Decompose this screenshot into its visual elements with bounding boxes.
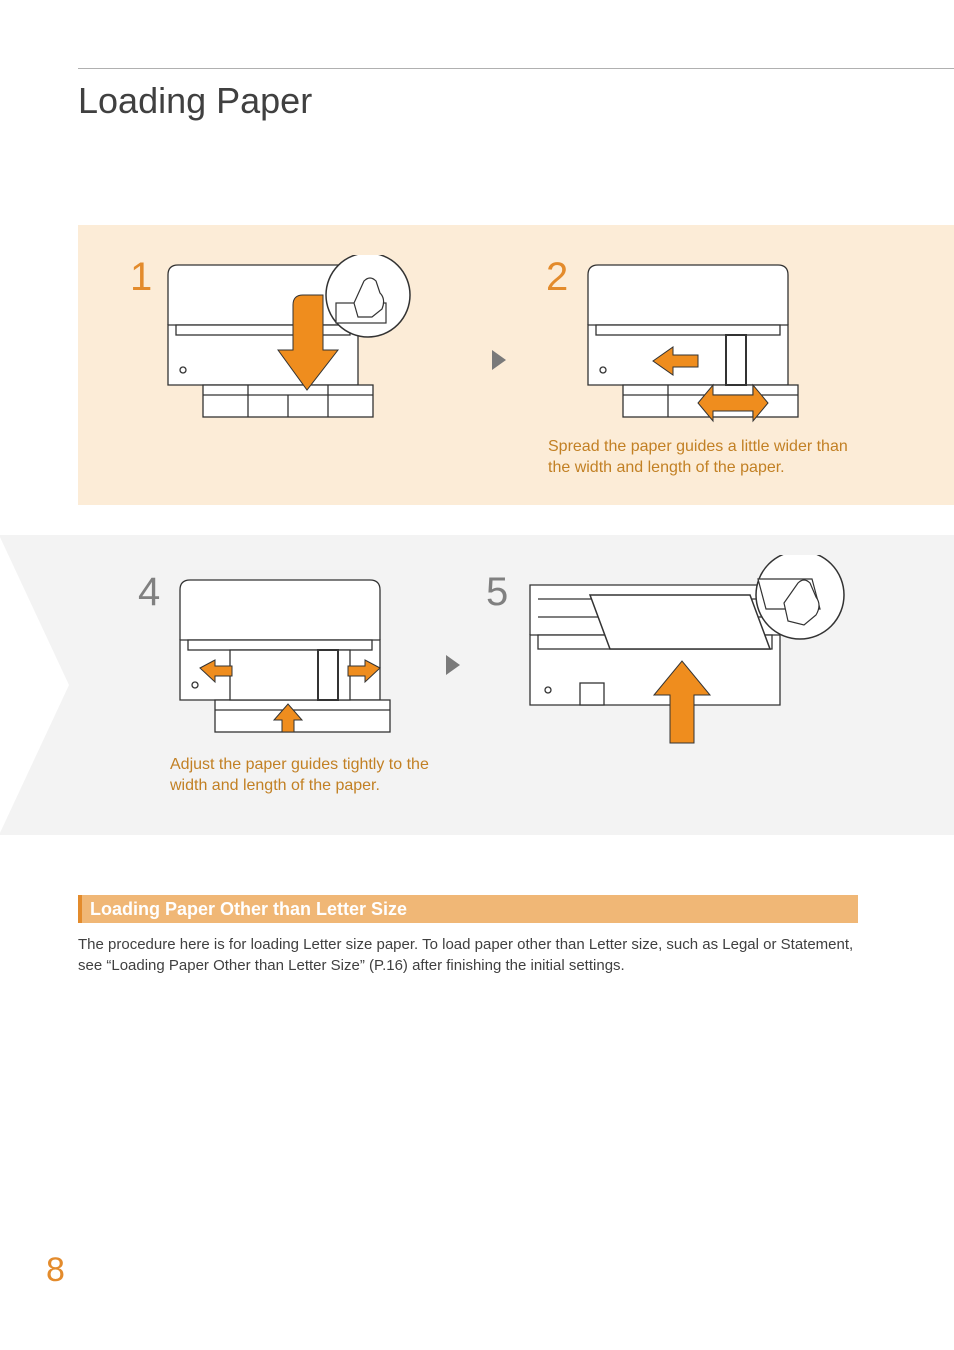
step-number-1: 1: [130, 255, 152, 300]
step-4-caption: Adjust the paper guides tightly to the w…: [170, 755, 450, 797]
page-number: 8: [46, 1251, 65, 1290]
top-rule: [78, 68, 954, 69]
step-1-illustration: [158, 255, 418, 435]
subsection-heading-bar: Loading Paper Other than Letter Size: [78, 895, 858, 923]
next-arrow-icon: [492, 350, 506, 370]
panel-steps-1-2: 1 2: [78, 225, 954, 505]
step-number-5: 5: [486, 570, 508, 615]
subsection-body: The procedure here is for loading Letter…: [78, 934, 858, 976]
next-arrow-icon-2: [446, 655, 460, 675]
subsection-heading: Loading Paper Other than Letter Size: [90, 899, 407, 920]
step-number-2: 2: [546, 255, 568, 300]
step-number-4: 4: [138, 570, 160, 615]
panel-steps-4-5: 4 Adjust the paper guides tightly to the…: [0, 535, 954, 835]
step-2-caption: Spread the paper guides a little wider t…: [548, 437, 868, 479]
step-4-illustration: [170, 570, 410, 745]
page-title: Loading Paper: [78, 80, 312, 122]
subsection-accent: [78, 895, 82, 923]
step-5-illustration: [520, 555, 850, 755]
step-2-illustration: [578, 255, 818, 430]
